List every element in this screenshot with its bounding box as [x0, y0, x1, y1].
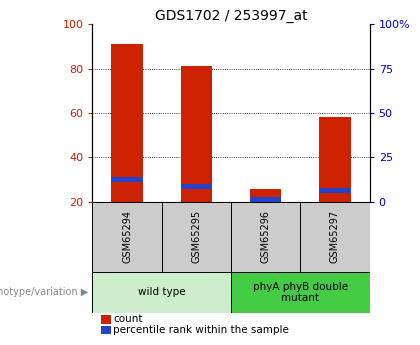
Bar	[319, 117, 351, 202]
Text: genotype/variation ▶: genotype/variation ▶	[0, 287, 88, 297]
Text: GSM65297: GSM65297	[330, 210, 340, 263]
Text: GSM65296: GSM65296	[261, 210, 270, 263]
Text: percentile rank within the sample: percentile rank within the sample	[113, 325, 289, 335]
Bar	[181, 184, 212, 189]
Text: count: count	[113, 314, 143, 324]
Text: phyA phyB double
mutant: phyA phyB double mutant	[253, 282, 348, 303]
Bar	[231, 202, 300, 272]
Bar	[231, 272, 370, 313]
Bar	[250, 197, 281, 202]
Bar	[111, 177, 143, 183]
Bar	[92, 272, 231, 313]
Text: wild type: wild type	[138, 287, 186, 297]
Bar	[250, 189, 281, 202]
Bar	[92, 202, 162, 272]
Bar	[319, 188, 351, 194]
Bar	[181, 66, 212, 202]
Text: GSM65295: GSM65295	[192, 210, 201, 263]
Text: GSM65294: GSM65294	[122, 210, 132, 263]
Bar	[162, 202, 231, 272]
Bar	[111, 44, 143, 202]
Title: GDS1702 / 253997_at: GDS1702 / 253997_at	[155, 9, 307, 23]
Bar	[300, 202, 370, 272]
